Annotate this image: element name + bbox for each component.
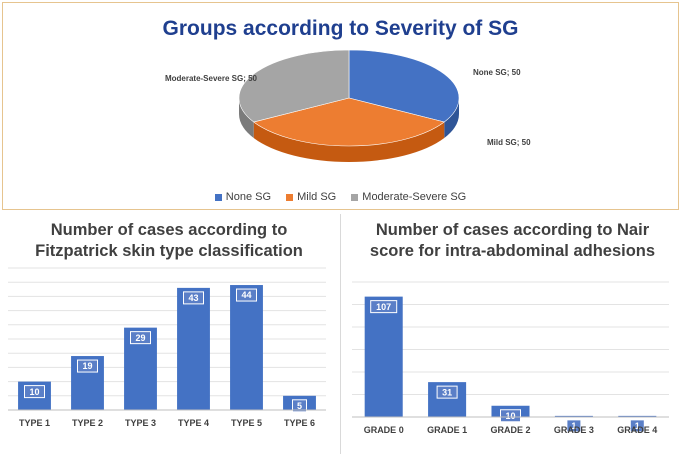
data-label: 29 <box>135 333 145 343</box>
nair-chart-panel: Number of cases according to Nair score … <box>344 214 681 454</box>
data-label: 1 <box>571 421 576 431</box>
bar <box>177 287 210 410</box>
bar <box>618 415 657 417</box>
pie-slice-side-2 <box>253 122 445 162</box>
data-label-box <box>24 385 45 399</box>
fitzpatrick-chart-title: Number of cases according to Fitzpatrick… <box>0 220 338 262</box>
legend-label: Moderate-Severe SG <box>362 191 467 203</box>
pie-legend: None SG Mild SG Moderate-Severe SG <box>3 191 678 203</box>
panel-divider <box>340 214 341 454</box>
pie-slice-side-1 <box>444 98 459 138</box>
data-label: 1 <box>635 421 640 431</box>
pie-slice-label-1: None SG; 50 <box>473 68 521 77</box>
pie-slice-3 <box>238 49 350 123</box>
bar <box>554 415 593 417</box>
bar <box>230 285 263 410</box>
data-label-box <box>500 409 521 423</box>
category-label: GRADE 4 <box>617 425 657 435</box>
category-label: TYPE 4 <box>178 418 209 428</box>
category-label: TYPE 3 <box>125 418 156 428</box>
data-label-box <box>566 419 582 433</box>
data-label-box <box>370 300 398 314</box>
nair-chart-title: Number of cases according to Nair score … <box>344 220 681 262</box>
category-label: TYPE 5 <box>231 418 262 428</box>
pie-slice-label-2: Mild SG; 50 <box>487 138 531 147</box>
data-label: 107 <box>376 302 391 312</box>
pie-chart-title: Groups according to Severity of SG <box>162 17 519 40</box>
pie-slice-side-3 <box>239 98 254 138</box>
data-label: 10 <box>505 411 515 421</box>
legend-swatch <box>351 193 359 201</box>
data-label: 31 <box>442 387 452 397</box>
data-label-box <box>629 419 645 433</box>
fitzpatrick-title-line-2: Fitzpatrick skin type classification <box>35 242 303 260</box>
data-label: 44 <box>241 290 251 300</box>
fitzpatrick-title-line-1: Number of cases according to <box>50 221 288 239</box>
data-label: 10 <box>29 387 39 397</box>
data-label: 43 <box>188 293 198 303</box>
fitzpatrick-chart-panel: Number of cases according to Fitzpatrick… <box>0 214 338 454</box>
category-label: TYPE 2 <box>72 418 103 428</box>
data-label-box <box>77 359 98 373</box>
category-label: GRADE 3 <box>554 425 594 435</box>
pie-slice-1 <box>348 49 460 123</box>
legend-label: None SG <box>225 191 272 203</box>
legend-item-mild-sg: Mild SG <box>286 191 336 203</box>
nair-title-line-2: score for intra-abdominal adhesions <box>369 242 656 260</box>
pie-slice-2 <box>253 97 445 147</box>
data-label: 19 <box>82 361 92 371</box>
data-label: 5 <box>297 401 302 411</box>
category-label: TYPE 1 <box>19 418 50 428</box>
legend-item-none-sg: None SG <box>214 191 272 203</box>
category-label: TYPE 6 <box>284 418 315 428</box>
pie-slice-label-3: Moderate-Severe SG; 50 <box>165 74 258 83</box>
legend-item-moderate-severe-sg: Moderate-Severe SG <box>351 191 466 203</box>
category-label: GRADE 2 <box>490 425 530 435</box>
category-label: GRADE 1 <box>427 425 467 435</box>
data-label-box <box>236 288 257 302</box>
legend-swatch <box>286 193 294 201</box>
bar <box>364 296 403 417</box>
category-label: GRADE 0 <box>364 425 404 435</box>
fitzpatrick-bar-chart: 10 TYPE 1 19 TYPE 2 29 TYPE 3 43 TYPE 4 44 TYPE 5… <box>8 267 326 428</box>
data-label-box <box>436 385 458 399</box>
legend-swatch <box>214 193 222 201</box>
nair-title-line-1: Number of cases according to Nair <box>375 221 650 239</box>
legend-label: Mild SG <box>297 191 337 203</box>
pie-chart: None SG; 50 Mild SG; 50 Moderate-Severe SG… <box>165 49 531 162</box>
data-label-box <box>292 399 307 413</box>
data-label-box <box>183 291 204 305</box>
pie-chart-panel: Groups according to Severity of SG None … <box>2 2 679 210</box>
data-label-box <box>130 331 151 345</box>
